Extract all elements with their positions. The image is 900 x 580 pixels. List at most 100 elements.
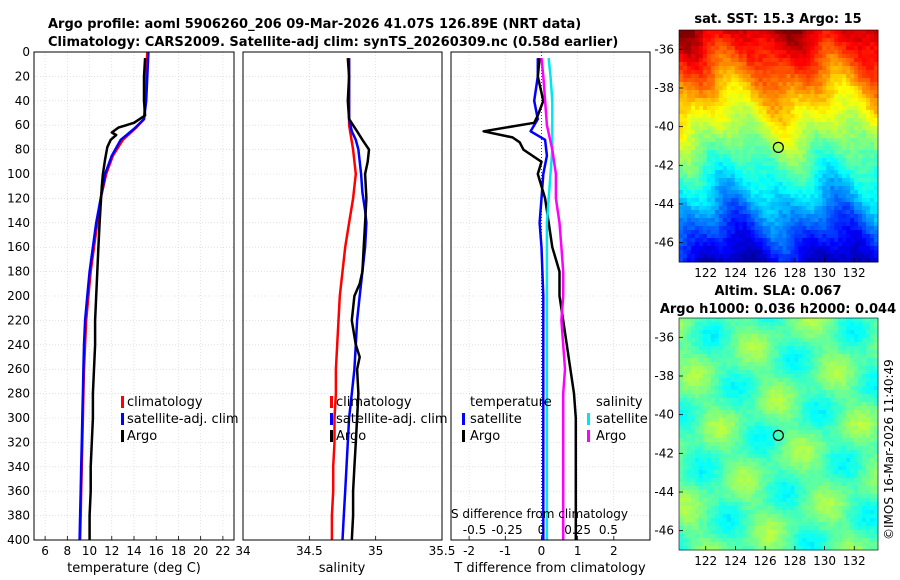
map-cell <box>838 218 843 223</box>
map-cell <box>766 190 772 195</box>
map-cell <box>846 70 851 75</box>
map-cell <box>726 146 732 151</box>
map-cell <box>730 418 736 423</box>
map-cell <box>758 126 764 131</box>
map-cell <box>754 358 760 363</box>
map-cell <box>870 70 875 75</box>
map-cell <box>790 214 795 219</box>
map-cell <box>738 46 744 51</box>
map-cell <box>746 250 752 255</box>
map-cell <box>730 458 736 463</box>
map-cell <box>734 34 740 39</box>
map-cell <box>870 98 875 103</box>
map-cell <box>738 190 744 195</box>
map-cell <box>698 102 704 107</box>
map-cell <box>730 106 736 111</box>
map-cell <box>726 522 732 527</box>
map-cell <box>690 230 696 235</box>
map-cell <box>754 478 760 483</box>
map-cell <box>710 366 716 371</box>
map-cell <box>770 34 776 39</box>
map-cell <box>702 510 708 515</box>
map-cell <box>722 170 728 175</box>
map-cell <box>830 154 835 159</box>
map-cell <box>794 346 799 351</box>
map-cell <box>770 446 776 451</box>
map-cell <box>822 210 827 215</box>
map-cell <box>702 34 708 39</box>
map-cell <box>802 138 807 143</box>
map-cell <box>679 46 684 51</box>
map-cell <box>810 258 815 263</box>
map-cell <box>710 86 716 91</box>
y-tick-label: 220 <box>7 313 30 327</box>
map-cell <box>794 162 799 167</box>
y-tick-label: 100 <box>7 167 30 181</box>
legend-argo: Argo <box>127 429 157 444</box>
map-cell <box>802 442 807 447</box>
map-cell <box>778 502 783 507</box>
map-cell <box>822 90 827 95</box>
map-cell <box>706 478 712 483</box>
map-cell <box>706 110 712 115</box>
map-cell <box>679 538 684 543</box>
map-cell <box>786 230 791 235</box>
map-cell <box>702 318 708 323</box>
map-cell <box>790 538 795 543</box>
map-cell <box>698 98 704 103</box>
map-cell <box>834 86 839 91</box>
map-cell <box>762 214 768 219</box>
map-cell <box>830 174 835 179</box>
map-cell <box>834 62 839 67</box>
map-cell <box>774 346 779 351</box>
map-cell <box>726 198 732 203</box>
map-cell <box>718 250 724 255</box>
map-cell <box>702 478 708 483</box>
map-cell <box>710 190 716 195</box>
map-cell <box>786 490 791 495</box>
map-cell <box>714 518 720 523</box>
map-cell <box>770 494 776 499</box>
map-cell <box>866 230 871 235</box>
map-cell <box>822 158 827 163</box>
map-cell <box>679 210 684 215</box>
map-cell <box>778 66 783 71</box>
map-cell <box>746 454 752 459</box>
map-cell <box>786 378 791 383</box>
map-cell <box>698 110 704 115</box>
map-cell <box>798 126 803 131</box>
map-cell <box>726 170 732 175</box>
map-cell <box>866 38 871 43</box>
x-tick-label: 12 <box>104 544 119 558</box>
map-cell <box>702 190 708 195</box>
map-cell <box>834 222 839 227</box>
map-cell <box>730 446 736 451</box>
map-cell <box>786 342 791 347</box>
map-cell <box>718 486 724 491</box>
map-cell <box>862 214 867 219</box>
map-cell <box>842 66 847 71</box>
map-cell <box>686 330 692 335</box>
map-cell <box>702 42 708 47</box>
map-cell <box>850 178 855 183</box>
legend-s-argo: Argo <box>596 429 626 444</box>
map-cell <box>778 234 783 239</box>
map-cell <box>862 234 867 239</box>
map-cell <box>694 158 700 163</box>
map-cell <box>762 170 768 175</box>
map-cell <box>758 50 764 55</box>
map-cell <box>814 166 819 171</box>
map-cell <box>870 150 875 155</box>
map-cell <box>806 234 811 239</box>
map-cell <box>750 106 756 111</box>
map-cell <box>726 406 732 411</box>
map-cell <box>679 422 684 427</box>
map-cell <box>834 82 839 87</box>
map-cell <box>842 194 847 199</box>
map-cell <box>726 254 732 259</box>
map-cell <box>734 462 740 467</box>
map-cell <box>758 82 764 87</box>
map-cell <box>842 70 847 75</box>
map-cell <box>690 134 696 139</box>
map-cell <box>679 398 684 403</box>
